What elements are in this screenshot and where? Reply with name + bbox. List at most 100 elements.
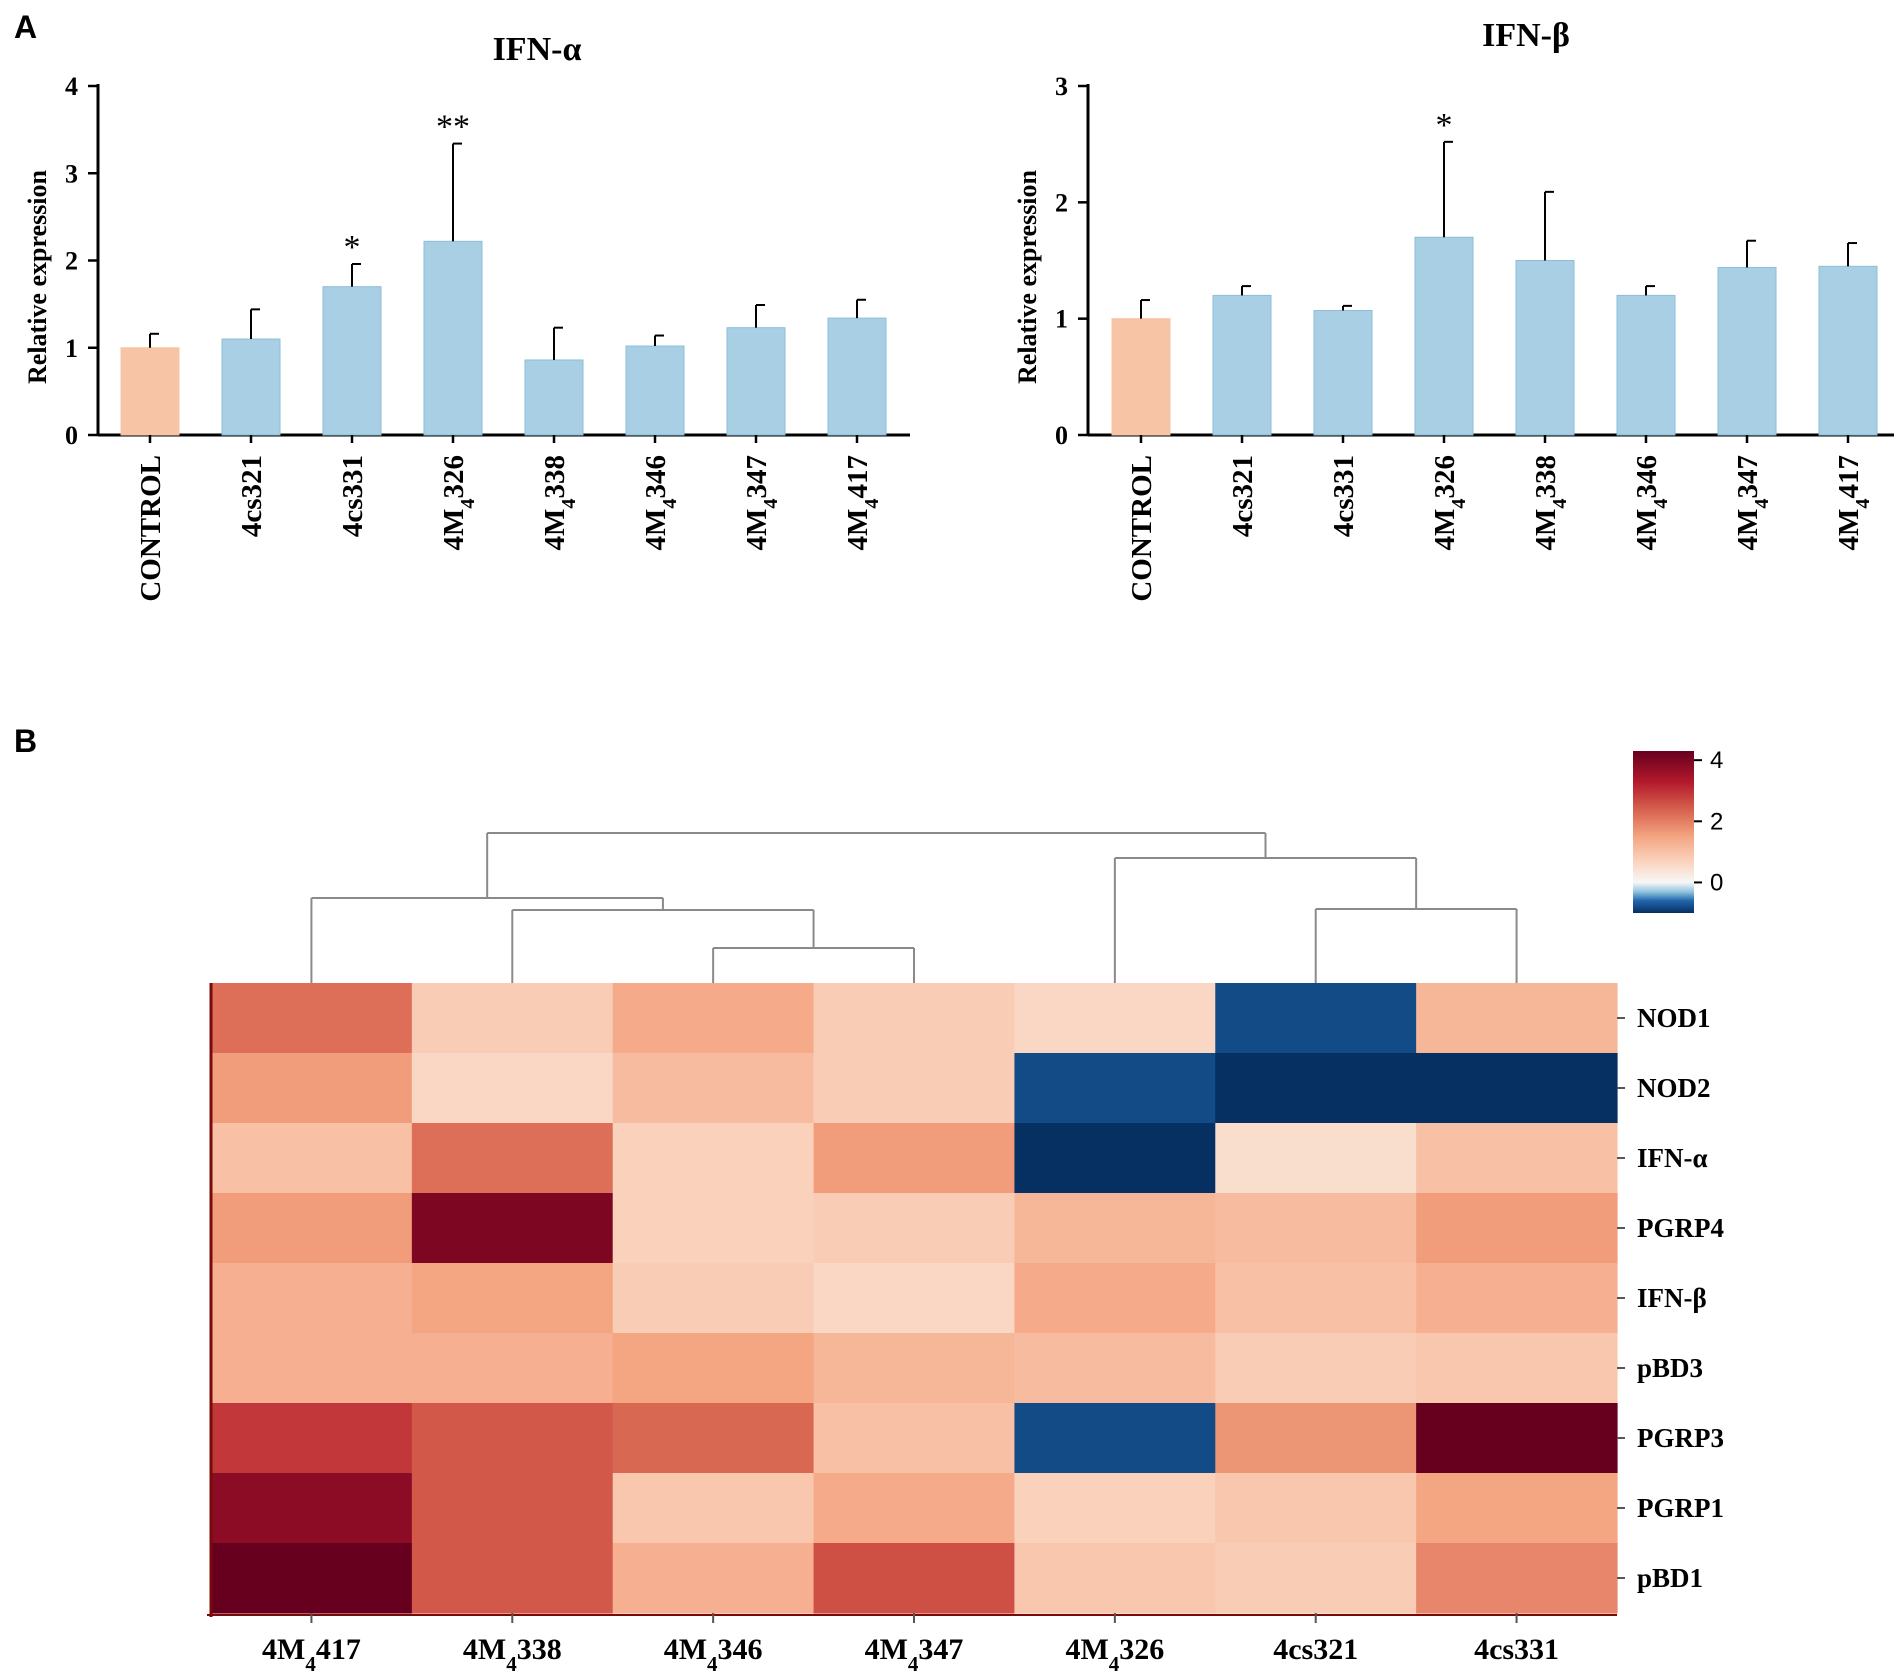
bar [423, 240, 483, 436]
heatmap-cell [1215, 1123, 1417, 1194]
y-tick-label: 2 [65, 247, 78, 276]
row-label: IFN-β [1637, 1283, 1707, 1313]
heatmap-cell [1014, 1123, 1216, 1194]
heatmap-cell [1215, 1543, 1417, 1614]
heatmap-cell [411, 1333, 614, 1404]
bar [1313, 310, 1373, 436]
heatmap-cell [1215, 1193, 1417, 1264]
heatmap-cell [1416, 1333, 1618, 1404]
heatmap-cell [1215, 1473, 1417, 1544]
bar [726, 327, 786, 436]
y-tick-label: 3 [65, 159, 78, 188]
bar [322, 286, 382, 436]
column-label: 4M4417 [262, 1633, 361, 1676]
heatmap-cell [411, 1403, 614, 1474]
heatmap-cell [612, 1333, 815, 1404]
y-axis-label: Relative expression [23, 169, 52, 384]
bar [827, 317, 887, 436]
heatmap-cell [1014, 983, 1216, 1054]
y-axis-label: Relative expression [1013, 169, 1042, 384]
heatmap-cell [211, 983, 413, 1054]
heatmap-cell [813, 1543, 1016, 1614]
heatmap-cell [612, 1193, 815, 1264]
heatmap-cell [813, 1333, 1016, 1404]
heatmap-cell [411, 1543, 614, 1614]
y-tick-label: 3 [1055, 72, 1068, 101]
heatmap-cell [211, 1263, 413, 1334]
heatmap-cell [1416, 1053, 1618, 1124]
y-tick-label: 0 [65, 421, 78, 450]
bar [1616, 294, 1676, 436]
heatmap-cell [1014, 1403, 1216, 1474]
heatmap-cell [1014, 1543, 1216, 1614]
heatmap-cell [411, 1053, 614, 1124]
heatmap-cell [211, 1123, 413, 1194]
colorbar-tick-label: 2 [1710, 808, 1723, 835]
heatmap-cell [813, 1193, 1016, 1264]
ifn-beta-bar-chart: IFN-β Relative expression 0 1 2 3 CONTROL 4cs… [1013, 17, 1894, 602]
colorbar-gradient [1633, 751, 1694, 913]
x-tick-label: 4cs321 [1227, 455, 1259, 537]
x-tick-label: 4M4417 [1833, 455, 1874, 551]
row-label: PGRP1 [1637, 1493, 1724, 1523]
heatmap-cell [813, 1473, 1016, 1544]
heatmap-cell [612, 1473, 815, 1544]
heatmap-cell [1014, 1053, 1216, 1124]
heatmap-colorbar: 4 2 0 [1633, 747, 1723, 913]
heatmap-cell [411, 983, 614, 1054]
y-tick-label: 4 [65, 72, 78, 101]
heatmap-cell [1215, 1403, 1417, 1474]
y-tick-label: 1 [65, 334, 78, 363]
heatmap-cell [1014, 1263, 1216, 1334]
heatmap-cell [411, 1263, 614, 1334]
bar [1414, 236, 1474, 436]
heatmap-cell [612, 1053, 815, 1124]
column-label: 4M4346 [664, 1633, 763, 1676]
row-label: NOD2 [1637, 1073, 1711, 1103]
bar [1111, 318, 1171, 436]
bar [221, 338, 281, 436]
heatmap-cell [612, 1123, 815, 1194]
heatmap-cell [1215, 1053, 1417, 1124]
heatmap-cell [612, 1403, 815, 1474]
bar [120, 347, 180, 436]
row-label: pBD3 [1637, 1353, 1703, 1383]
row-label: PGRP4 [1637, 1213, 1724, 1243]
x-tick-label: 4cs331 [337, 455, 369, 537]
bar [1717, 266, 1777, 436]
heatmap-cell [1416, 1263, 1618, 1334]
significance-marker: * [1436, 107, 1453, 144]
x-tick-label: 4M4346 [1631, 455, 1672, 551]
bar [1515, 260, 1575, 436]
heatmap-cell [813, 1403, 1016, 1474]
heatmap-cell [612, 1543, 815, 1614]
heatmap-cell [1014, 1473, 1216, 1544]
heatmap-cell [612, 983, 815, 1054]
heatmap-cell [411, 1473, 614, 1544]
heatmap-cell [1215, 983, 1417, 1054]
heatmap-cell [411, 1193, 614, 1264]
heatmap-cell [411, 1123, 614, 1194]
x-tick-label: 4M4346 [640, 455, 681, 551]
heatmap-cell [1416, 1403, 1618, 1474]
x-tick-label: 4M4326 [1429, 455, 1470, 551]
bar [1818, 265, 1878, 436]
y-tick-label: 0 [1055, 421, 1068, 450]
bar [625, 345, 685, 436]
heatmap-cell [211, 1473, 413, 1544]
colorbar-tick-label: 0 [1710, 869, 1723, 896]
heatmap-cell [211, 1543, 413, 1614]
heatmap-cell [813, 1053, 1016, 1124]
chart-title: IFN-β [1482, 17, 1570, 54]
heatmap-cell [211, 1053, 413, 1124]
colorbar-tick-label: 4 [1710, 747, 1723, 774]
y-tick-label: 1 [1055, 305, 1068, 334]
heatmap-cell [1416, 1123, 1618, 1194]
heatmap-cell [813, 1123, 1016, 1194]
row-label: NOD1 [1637, 1003, 1711, 1033]
x-tick-label: 4cs331 [1328, 455, 1360, 537]
heatmap-cell [1416, 983, 1618, 1054]
heatmap-cell [211, 1193, 413, 1264]
heatmap-cell [1215, 1333, 1417, 1404]
